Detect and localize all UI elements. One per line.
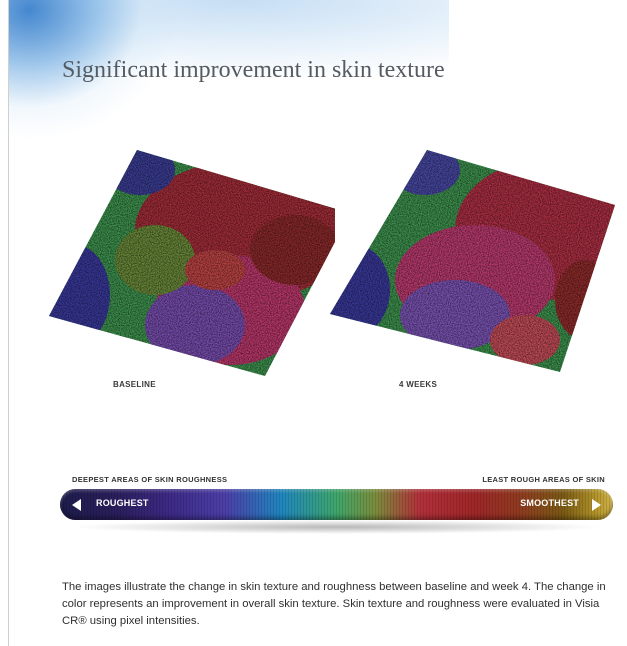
baseline-texture-image <box>45 140 335 380</box>
roughness-color-scale <box>60 489 613 520</box>
week4-texture-image <box>325 140 615 380</box>
triangle-left-icon <box>72 499 81 511</box>
description-text: The images illustrate the change in skin… <box>62 581 606 627</box>
baseline-caption: BASELINE <box>113 380 156 389</box>
page-edge <box>8 0 9 646</box>
corner-gradient <box>9 0 449 200</box>
roughness-right-heading: LEAST ROUGH AREAS OF SKIN <box>482 475 605 484</box>
triangle-right-icon <box>592 499 601 511</box>
week4-caption: 4 WEEKS <box>399 380 438 389</box>
page-title: Significant improvement in skin texture <box>62 57 445 83</box>
scale-texture <box>60 489 613 520</box>
smoothest-label: SMOOTHEST <box>520 498 579 508</box>
scale-shadow <box>70 520 605 534</box>
roughest-label: ROUGHEST <box>96 498 149 508</box>
roughness-left-heading: DEEPEST AREAS OF SKIN ROUGHNESS <box>72 475 228 484</box>
